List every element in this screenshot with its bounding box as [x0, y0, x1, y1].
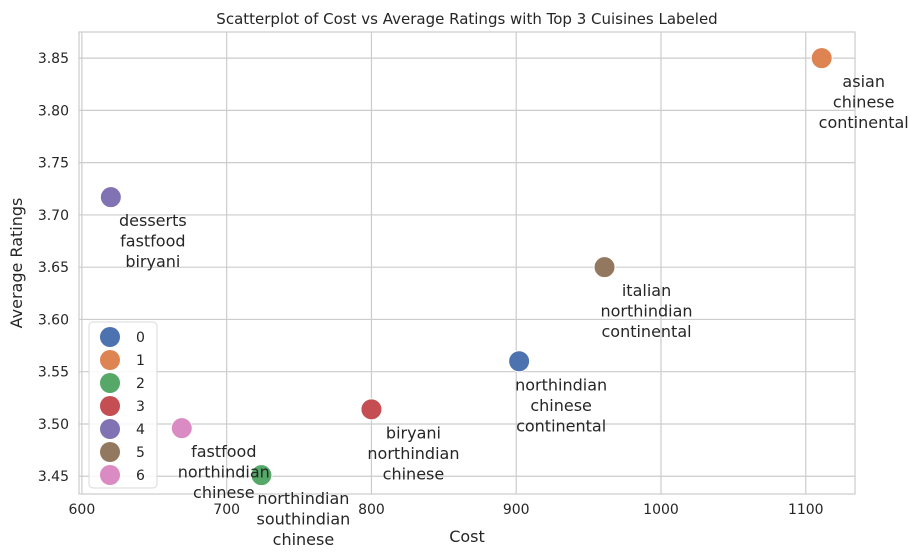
legend-marker [100, 350, 120, 370]
cuisine-annotation: chinese [383, 464, 445, 483]
scatter-point [508, 350, 531, 373]
y-tick-label: 3.60 [38, 312, 69, 328]
cuisine-annotation: desserts [119, 211, 187, 230]
legend-marker [100, 465, 120, 485]
scatter-point [593, 256, 616, 279]
legend-label: 4 [136, 422, 145, 438]
legend-box [88, 321, 158, 489]
cuisine-annotation: italian [622, 281, 671, 300]
y-tick-label: 3.50 [38, 417, 69, 433]
legend-marker [100, 373, 120, 393]
x-tick-label: 1000 [643, 502, 679, 518]
cuisine-annotation: biryani [125, 252, 180, 271]
cuisine-annotation: continental [601, 322, 691, 341]
scatter-point [99, 186, 122, 209]
x-tick-label: 700 [213, 502, 240, 518]
cuisine-annotation: chinese [273, 530, 335, 549]
y-tick-label: 3.80 [38, 103, 69, 119]
x-tick-label: 1100 [788, 502, 824, 518]
tick-labels: 600 700 800 900 1000 1100 3.45 3.50 3.55 3.60 3.65… [38, 51, 824, 518]
chart-title: Scatterplot of Cost vs Average Ratings w… [216, 10, 717, 28]
y-tick-label: 3.65 [38, 260, 69, 276]
legend-label: 6 [136, 468, 145, 484]
x-axis-label: Cost [449, 527, 485, 546]
scatter-point [170, 417, 193, 440]
plot-frame [78, 31, 856, 495]
cuisine-annotation: chinese [833, 93, 895, 112]
y-tick-label: 3.85 [38, 51, 69, 67]
legend-label: 0 [136, 330, 145, 346]
scatter-point [810, 47, 833, 70]
cuisine-annotation: biryani [386, 423, 441, 442]
cuisine-annotation: northindian [515, 375, 607, 394]
cuisine-annotation: northindian [257, 489, 349, 508]
legend-marker [100, 396, 120, 416]
cuisine-annotation: fastfood [120, 232, 185, 251]
legend: 0 1 2 3 4 5 6 [88, 321, 158, 489]
y-tick-label: 3.55 [38, 365, 69, 381]
cuisine-annotation: continental [819, 113, 909, 132]
cuisine-annotation: southindian [257, 510, 351, 529]
cuisine-annotation: chinese [193, 483, 255, 502]
x-tick-label: 900 [503, 502, 530, 518]
data-points [99, 47, 833, 487]
legend-marker [100, 442, 120, 462]
cuisine-annotation: continental [516, 416, 606, 435]
x-tick-label: 800 [358, 502, 385, 518]
cuisine-annotation: northindian [601, 302, 693, 321]
cuisine-annotation: asian [842, 72, 885, 91]
annotations: northindianchinesecontinentalasianchines… [119, 72, 909, 549]
cuisine-annotation: northindian [367, 444, 459, 463]
legend-label: 5 [136, 445, 145, 461]
x-tick-label: 600 [69, 502, 96, 518]
scatter-point [250, 464, 273, 487]
y-tick-label: 3.75 [38, 156, 69, 172]
legend-marker [100, 327, 120, 347]
legend-label: 2 [136, 376, 145, 392]
legend-label: 1 [136, 353, 145, 369]
grid [79, 32, 855, 494]
cuisine-annotation: chinese [530, 396, 592, 415]
y-tick-label: 3.45 [38, 469, 69, 485]
cuisine-annotation: fastfood [191, 442, 256, 461]
scatter-point [360, 398, 383, 421]
y-axis-label: Average Ratings [7, 198, 26, 329]
legend-marker [100, 419, 120, 439]
y-tick-label: 3.70 [38, 208, 69, 224]
legend-label: 3 [136, 399, 145, 415]
cuisine-annotation: northindian [178, 463, 270, 482]
